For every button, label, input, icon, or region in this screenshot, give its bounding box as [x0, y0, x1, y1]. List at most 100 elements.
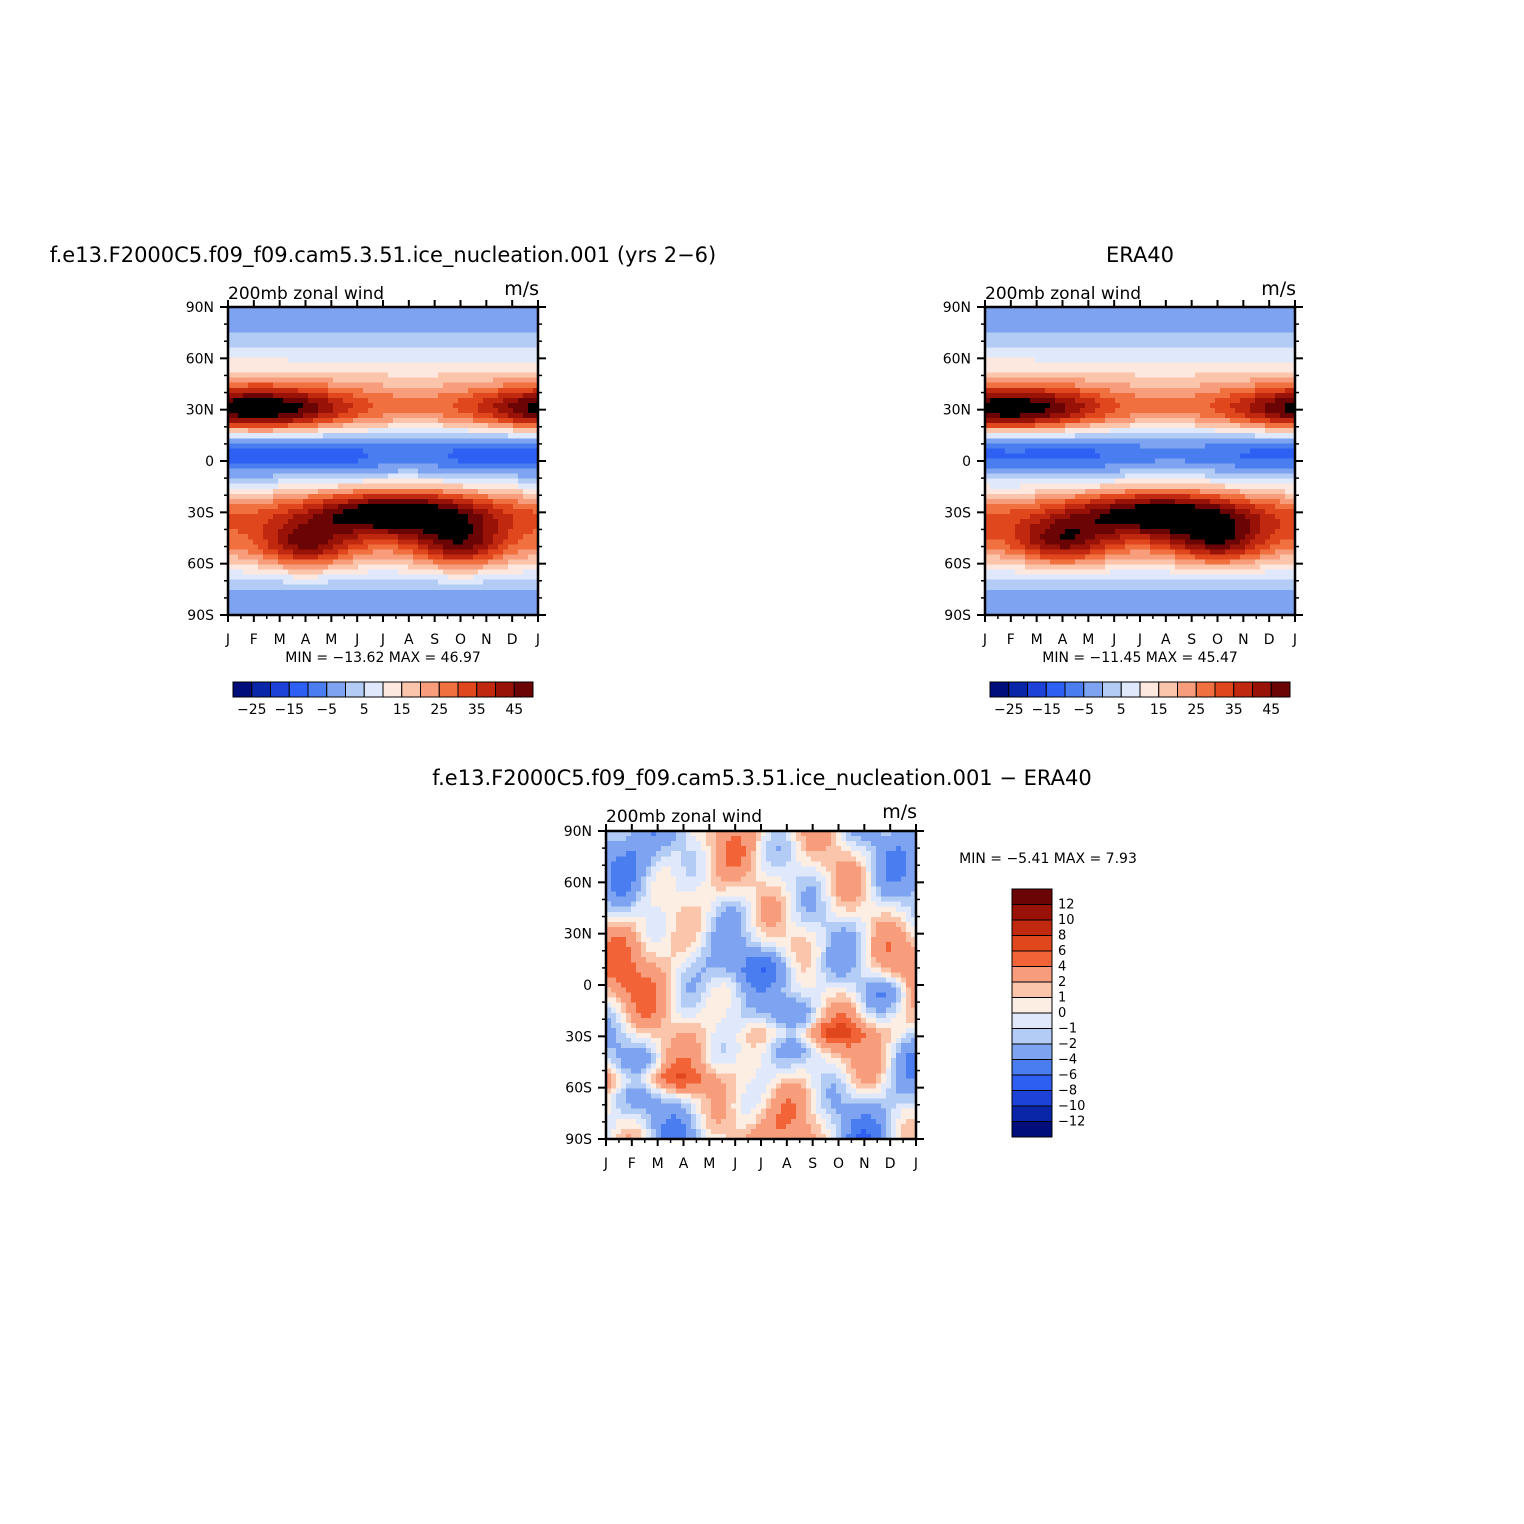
field-cell [523, 453, 529, 460]
field-cell [278, 529, 284, 535]
field-cell [283, 428, 289, 434]
field-cell [243, 342, 249, 348]
field-cell [378, 443, 384, 449]
field-cell [533, 332, 539, 338]
field-cell [273, 524, 279, 530]
field-cell [1050, 438, 1056, 444]
field-cell [298, 332, 304, 338]
field-cell [1070, 514, 1076, 520]
field-cell [478, 458, 484, 465]
field-cell [323, 519, 329, 525]
field-cell [343, 382, 349, 389]
field-cell [418, 584, 424, 591]
field-cell [453, 458, 459, 465]
field-cell [358, 463, 364, 470]
field-cell [293, 544, 299, 550]
field-cell [408, 448, 414, 455]
field-cell [233, 503, 239, 510]
field-cell [1025, 448, 1031, 455]
field-cell [343, 478, 349, 485]
field-cell [253, 307, 259, 313]
field-cell [373, 448, 379, 455]
field-cell [338, 327, 344, 333]
field-cell [473, 433, 479, 439]
field-cell [268, 332, 274, 338]
field-cell [273, 337, 279, 343]
field-cell [463, 337, 469, 343]
field-cell [1040, 332, 1046, 338]
field-cell [1030, 327, 1036, 333]
field-cell [1005, 468, 1011, 475]
field-cell [338, 549, 344, 556]
field-cell [1055, 352, 1061, 359]
y-tick-label: 60S [187, 557, 214, 573]
field-cell [518, 322, 524, 328]
field-cell [343, 589, 349, 596]
field-cell [1005, 539, 1011, 545]
field-cell [1020, 402, 1026, 409]
field-cell [428, 483, 434, 490]
field-cell [1045, 337, 1051, 343]
field-cell [328, 397, 334, 404]
field-cell [398, 327, 404, 333]
field-cell [1065, 503, 1071, 510]
field-cell [453, 473, 459, 480]
field-cell [403, 473, 409, 480]
field-cell [493, 428, 499, 434]
field-cell [448, 397, 454, 404]
field-cell [483, 307, 489, 313]
field-cell [248, 342, 254, 348]
field-cell [233, 448, 239, 455]
field-cell [1055, 534, 1061, 540]
field-cell [1010, 483, 1016, 490]
field-cell [298, 413, 304, 419]
field-cell [433, 392, 439, 399]
field-cell [303, 332, 309, 338]
field-cell [243, 392, 249, 399]
field-cell [233, 579, 239, 586]
field-cell [498, 443, 504, 449]
field-cell [985, 387, 991, 394]
field-cell [1050, 539, 1056, 545]
field-cell [518, 387, 524, 394]
field-cell [418, 322, 424, 328]
field-cell [1065, 599, 1071, 606]
field-cell [353, 503, 359, 510]
field-cell [353, 473, 359, 480]
field-cell [523, 387, 529, 394]
field-cell [995, 342, 1001, 348]
field-cell [443, 559, 449, 566]
field-cell [318, 483, 324, 490]
field-cell [228, 362, 234, 369]
field-cell [990, 604, 996, 611]
field-cell [458, 478, 464, 485]
field-cell [1060, 443, 1066, 449]
field-cell [1030, 594, 1036, 601]
field-cell [1060, 407, 1066, 414]
field-cell [433, 539, 439, 545]
field-cell [383, 549, 389, 556]
field-cell [1045, 609, 1051, 616]
field-cell [338, 473, 344, 480]
field-cell [1020, 352, 1026, 359]
field-cell [503, 352, 509, 359]
field-cell [508, 478, 514, 485]
field-cell [493, 382, 499, 389]
field-cell [488, 352, 494, 359]
field-cell [473, 524, 479, 530]
field-cell [293, 382, 299, 389]
field-cell [263, 478, 269, 485]
field-cell [398, 322, 404, 328]
field-cell [488, 493, 494, 500]
field-cell [463, 367, 469, 374]
field-cell [298, 453, 304, 460]
field-cell [1040, 327, 1046, 333]
field-cell [293, 468, 299, 475]
field-cell [1005, 574, 1011, 581]
field-cell [985, 342, 991, 348]
field-cell [498, 574, 504, 581]
field-cell [273, 589, 279, 596]
field-cell [243, 362, 249, 369]
field-cell [403, 468, 409, 475]
field-cell [523, 337, 529, 343]
